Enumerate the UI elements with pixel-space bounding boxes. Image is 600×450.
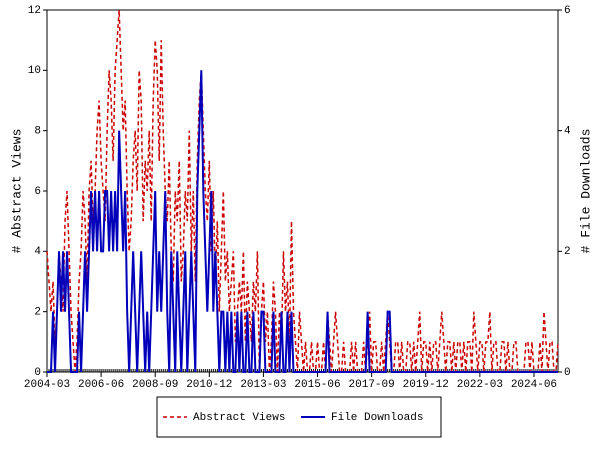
y-axis-title: # Abstract Views: [9, 129, 24, 254]
y2-tick-label: 6: [564, 5, 571, 17]
y-tick-label: 10: [28, 65, 41, 77]
x-tick-label: 2017-09: [349, 379, 395, 391]
y-tick-label: 0: [34, 367, 41, 379]
y2-tick-label: 0: [564, 367, 571, 379]
legend: [156, 396, 442, 438]
x-tick-label: 2024-06: [511, 379, 557, 391]
x-tick-label: 2006-06: [78, 379, 124, 391]
x-tick-label: 2019-12: [403, 379, 449, 391]
x-tick-label: 2015-06: [294, 379, 340, 391]
series-line: [47, 70, 558, 373]
y-tick-label: 12: [28, 5, 41, 17]
y-tick-label: 2: [34, 307, 41, 319]
series-line: [46, 9, 559, 373]
x-tick-label: 2013-03: [240, 379, 286, 391]
x-tick-label: 2008-09: [132, 379, 178, 391]
x-tick-label: 2010-12: [186, 379, 232, 391]
y-tick-label: 8: [34, 126, 41, 138]
y2-tick-label: 4: [564, 126, 571, 138]
legend-label: Abstract Views: [193, 412, 285, 424]
y2-tick-label: 2: [564, 246, 571, 258]
legend-label: File Downloads: [331, 412, 423, 424]
x-tick-label: 2022-03: [457, 379, 503, 391]
x-tick-label: 2004-03: [24, 379, 70, 391]
plot-frame: [46, 9, 559, 373]
y-tick-label: 6: [34, 186, 41, 198]
y2-axis-title: # File Downloads: [578, 129, 593, 254]
y-tick-label: 4: [34, 246, 41, 258]
